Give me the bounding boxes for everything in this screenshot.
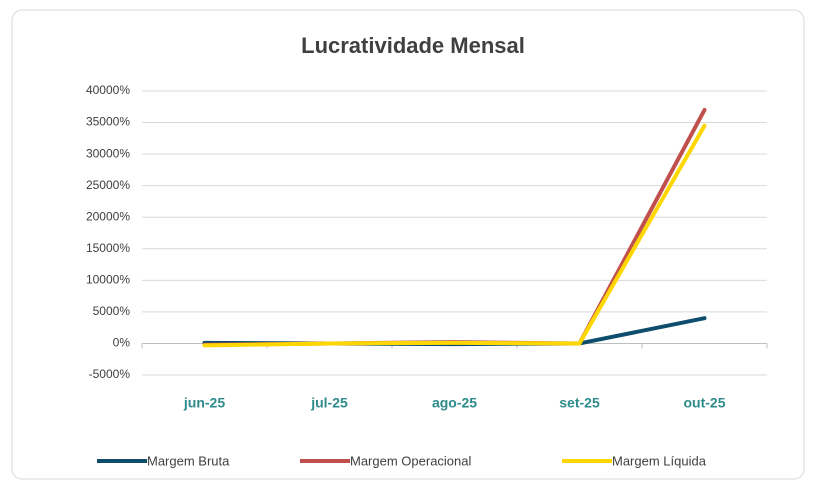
y-tick-label: 0%	[113, 336, 131, 350]
y-tick-label: 15000%	[86, 241, 130, 255]
y-tick-label: 25000%	[86, 178, 130, 192]
legend-label: Margem Bruta	[147, 453, 230, 468]
series-line	[202, 123, 707, 348]
legend-label: Margem Operacional	[350, 453, 471, 468]
chart-title: Lucratividade Mensal	[301, 33, 525, 58]
y-tick-label: 10000%	[86, 273, 130, 287]
y-tick-label: 30000%	[86, 146, 130, 160]
y-tick-label: -5000%	[89, 367, 131, 381]
y-tick-label: 5000%	[93, 304, 131, 318]
x-tick-label: out-25	[684, 395, 726, 411]
x-tick-label: set-25	[559, 395, 600, 411]
legend-label: Margem Líquida	[612, 453, 707, 468]
x-tick-label: jun-25	[183, 395, 225, 411]
y-tick-label: 40000%	[86, 83, 130, 97]
y-tick-label: 35000%	[86, 115, 130, 129]
y-tick-label: 20000%	[86, 209, 130, 223]
chart-frame	[11, 9, 805, 480]
x-tick-label: jul-25	[310, 395, 348, 411]
x-tick-label: ago-25	[432, 395, 477, 411]
